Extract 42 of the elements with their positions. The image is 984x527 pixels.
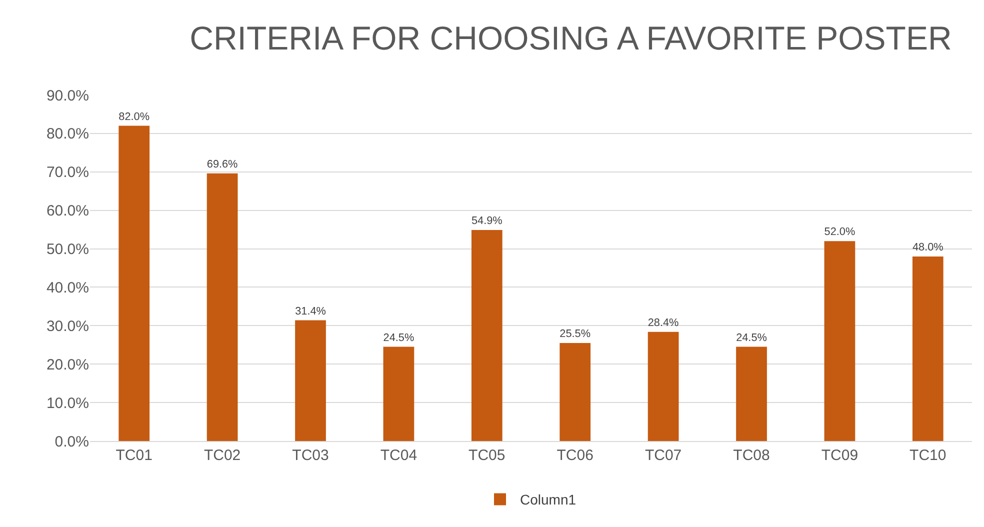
data-label: 31.4% xyxy=(295,305,326,318)
y-tick-label: 40.0% xyxy=(46,279,89,296)
x-tick-label: TC02 xyxy=(204,447,241,464)
x-tick-label: TC03 xyxy=(292,447,329,464)
x-tick-label: TC08 xyxy=(733,447,770,464)
x-tick-label: TC01 xyxy=(116,447,152,464)
x-tick-label: TC09 xyxy=(821,447,858,464)
bar xyxy=(736,346,767,441)
chart-title: CRITERIA FOR CHOOSING A FAVORITE POSTER xyxy=(190,19,952,56)
bar xyxy=(295,320,326,441)
x-tick-label: TC06 xyxy=(556,447,594,464)
bar xyxy=(118,126,150,441)
y-tick-label: 80.0% xyxy=(46,126,89,143)
data-label: 24.5% xyxy=(736,332,768,344)
data-label: 48.0% xyxy=(912,242,944,254)
y-tick-label: 90.0% xyxy=(46,87,89,104)
data-label: 28.4% xyxy=(648,316,680,329)
bar xyxy=(471,230,502,441)
bar xyxy=(560,342,591,441)
y-tick-label: 70.0% xyxy=(46,164,89,182)
y-tick-label: 50.0% xyxy=(46,241,89,258)
data-label: 52.0% xyxy=(824,226,856,238)
x-tick-label: TC10 xyxy=(910,447,946,464)
legend-label: Column1 xyxy=(520,492,576,508)
bar xyxy=(383,346,414,441)
x-tick-label: TC07 xyxy=(644,447,682,464)
bar xyxy=(824,241,856,441)
y-tick-label: 60.0% xyxy=(46,202,89,220)
bar xyxy=(648,332,679,441)
bar xyxy=(206,173,238,441)
y-tick-label: 0.0% xyxy=(54,433,89,450)
data-label: 69.6% xyxy=(206,158,238,171)
data-label: 54.9% xyxy=(471,215,503,228)
x-tick-label: TC05 xyxy=(468,447,506,464)
y-tick-label: 30.0% xyxy=(46,318,89,335)
bar xyxy=(912,256,944,441)
y-tick-label: 20.0% xyxy=(46,356,89,374)
data-label: 25.5% xyxy=(560,328,591,340)
y-tick-label: 10.0% xyxy=(46,394,89,412)
data-label: 24.5% xyxy=(383,332,414,344)
data-label: 82.0% xyxy=(118,110,150,123)
x-tick-label: TC04 xyxy=(380,447,418,464)
